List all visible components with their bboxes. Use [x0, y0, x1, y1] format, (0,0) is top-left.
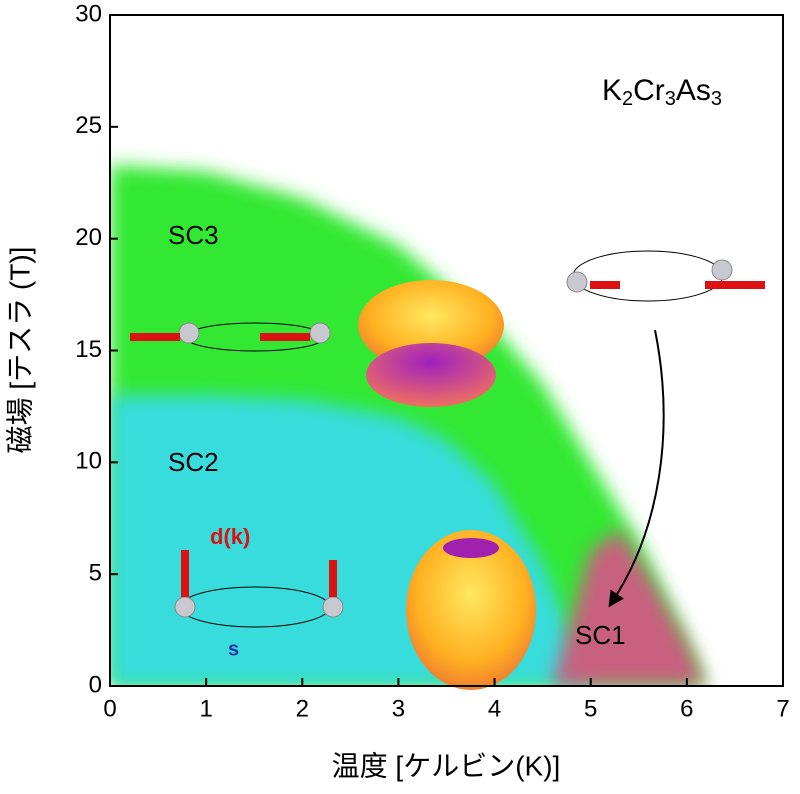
atom	[711, 259, 733, 281]
orbital-hole	[443, 538, 499, 558]
x-tick-label: 1	[199, 695, 212, 722]
y-tick-label: 20	[75, 224, 102, 251]
x-axis-label: 温度 [ケルビン(K)]	[332, 750, 561, 781]
annotation: d(k)	[210, 524, 250, 549]
x-tick-label: 3	[392, 695, 405, 722]
x-tick-label: 6	[680, 695, 693, 722]
orbital	[358, 280, 504, 370]
x-tick-label: 7	[776, 695, 789, 722]
decorations	[130, 250, 765, 690]
annotation: s	[228, 638, 239, 660]
y-tick-label: 25	[75, 112, 102, 139]
atom	[322, 596, 344, 618]
regions	[110, 164, 707, 686]
region-label: SC2	[168, 447, 219, 477]
orbital	[366, 343, 496, 407]
phase-region	[552, 529, 707, 686]
atom	[178, 322, 200, 344]
y-tick-label: 0	[89, 671, 102, 698]
atom	[309, 322, 331, 344]
ring	[572, 250, 724, 302]
arrow-curve	[608, 329, 665, 608]
x-tick-label: 4	[488, 695, 501, 722]
x-tick-label: 5	[584, 695, 597, 722]
atom	[566, 271, 588, 293]
orbital	[406, 530, 536, 690]
y-tick-label: 30	[75, 0, 102, 27]
y-tick-label: 5	[89, 560, 102, 587]
x-tick-label: 2	[296, 695, 309, 722]
y-tick-label: 10	[75, 448, 102, 475]
region-label: SC1	[575, 620, 626, 650]
region-label: SC3	[168, 220, 219, 250]
formula: K2Cr3As3	[602, 74, 722, 110]
y-axis-label: 磁場 [テスラ (T)]	[4, 247, 35, 454]
x-tick-label: 0	[103, 695, 116, 722]
atom	[174, 596, 196, 618]
y-tick-label: 15	[75, 336, 102, 363]
